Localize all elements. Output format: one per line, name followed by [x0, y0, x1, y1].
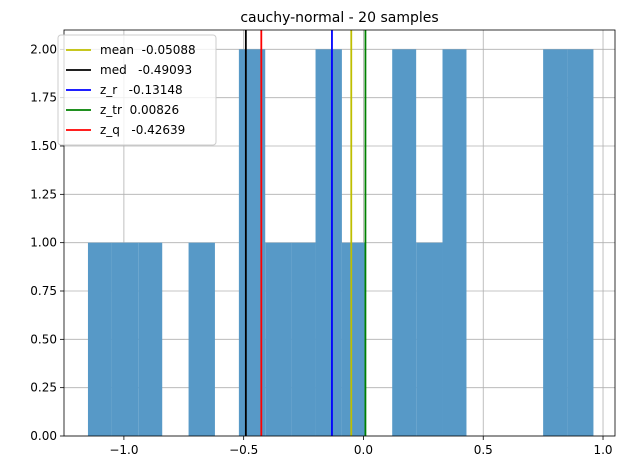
y-tick-label: 0.50: [30, 332, 57, 346]
histogram-bar: [442, 49, 467, 436]
histogram-bar: [315, 49, 342, 436]
x-tick-label: −1.0: [109, 443, 138, 457]
legend-label: z_r -0.13148: [100, 83, 183, 97]
y-axis-ticks: 0.00 0.25 0.50 0.75 1.00 1.25 1.50 1.75 2.00: [30, 42, 64, 443]
histogram-bar: [567, 49, 594, 436]
legend-label: z_tr 0.00826: [100, 103, 179, 117]
y-tick-label: 0.75: [30, 284, 57, 298]
plot-frame: [63, 29, 616, 437]
histogram-bar: [416, 242, 443, 436]
histogram-bar: [392, 49, 417, 436]
y-tick-label: 1.25: [30, 187, 57, 201]
y-tick-label: 1.50: [30, 139, 57, 153]
y-tick-label: 0.00: [30, 429, 57, 443]
x-tick-label: 1.0: [593, 443, 612, 457]
x-tick-label: 0.5: [474, 443, 493, 457]
histogram-bar: [543, 49, 568, 436]
histogram-bar: [87, 242, 112, 436]
legend-label: mean -0.05088: [100, 43, 196, 57]
legend-box: [57, 34, 217, 146]
legend: mean -0.05088 med -0.49093 z_r -0.13148 z_t…: [57, 34, 217, 146]
statistic-lines: [244, 30, 367, 436]
histogram-bar: [291, 242, 316, 436]
y-tick-label: 1.75: [30, 91, 57, 105]
legend-label: med -0.49093: [100, 63, 192, 77]
histogram-bar: [265, 242, 292, 436]
histogram-bar: [341, 242, 366, 436]
histogram-bar: [188, 242, 215, 436]
y-tick-label: 0.25: [30, 381, 57, 395]
legend-label: z_q -0.42639: [100, 123, 185, 137]
x-tick-label: 0.0: [354, 443, 373, 457]
histogram-bar: [138, 242, 163, 436]
y-tick-label: 1.00: [30, 236, 57, 250]
histogram-bar: [111, 242, 139, 436]
x-tick-label: −0.5: [229, 443, 258, 457]
chart-title: cauchy-normal - 20 samples: [240, 10, 438, 26]
x-axis-ticks: −1.0 −0.5 0.0 0.5 1.0: [109, 436, 613, 457]
y-tick-label: 2.00: [30, 42, 57, 56]
